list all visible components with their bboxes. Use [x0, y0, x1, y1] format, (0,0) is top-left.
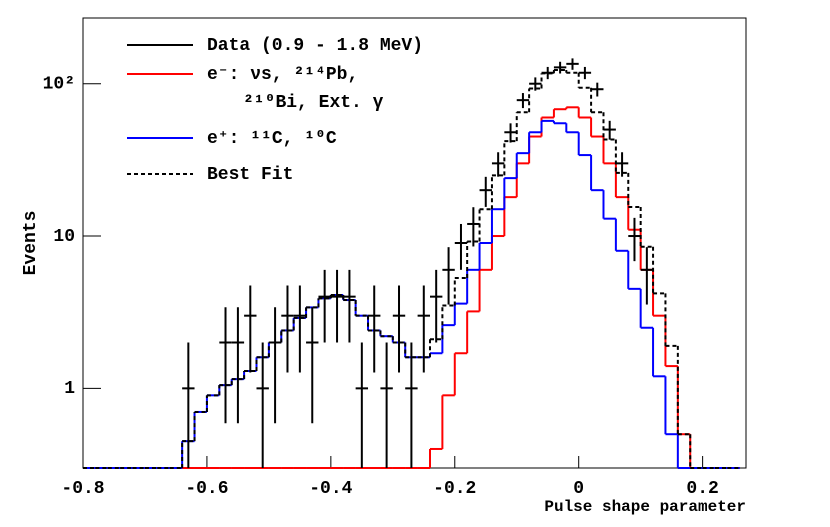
y-tick-label: 10 [53, 227, 75, 247]
legend-line: Best Fit [207, 165, 293, 185]
y-tick-label: 10² [43, 74, 75, 94]
x-tick-label: 0 [573, 479, 584, 499]
x-tick-label: -0.8 [61, 479, 104, 499]
legend-label: e⁻: νs, ²¹⁴Pb, ²¹⁰Bi, Ext. γ [207, 65, 384, 113]
x-tick-label: -0.4 [309, 479, 352, 499]
x-axis-label: Pulse shape parameter [544, 498, 746, 516]
legend-label: Data (0.9 - 1.8 MeV) [207, 36, 423, 56]
y-tick-label: 1 [64, 379, 75, 399]
legend-line: Data (0.9 - 1.8 MeV) [207, 36, 423, 56]
legend-label: e⁺: ¹¹C, ¹⁰C [207, 129, 337, 149]
x-tick-label: -0.2 [433, 479, 476, 499]
legend-line: e⁺: ¹¹C, ¹⁰C [207, 129, 337, 149]
legend-line: ²¹⁰Bi, Ext. γ [243, 93, 384, 113]
y-axis-label: Events [21, 211, 41, 276]
x-tick-label: -0.6 [185, 479, 228, 499]
legend-line: e⁻: νs, ²¹⁴Pb, [207, 65, 358, 85]
plot-frame [82, 17, 747, 469]
legend-label: Best Fit [207, 165, 293, 185]
x-tick-label: 0.2 [686, 479, 718, 499]
